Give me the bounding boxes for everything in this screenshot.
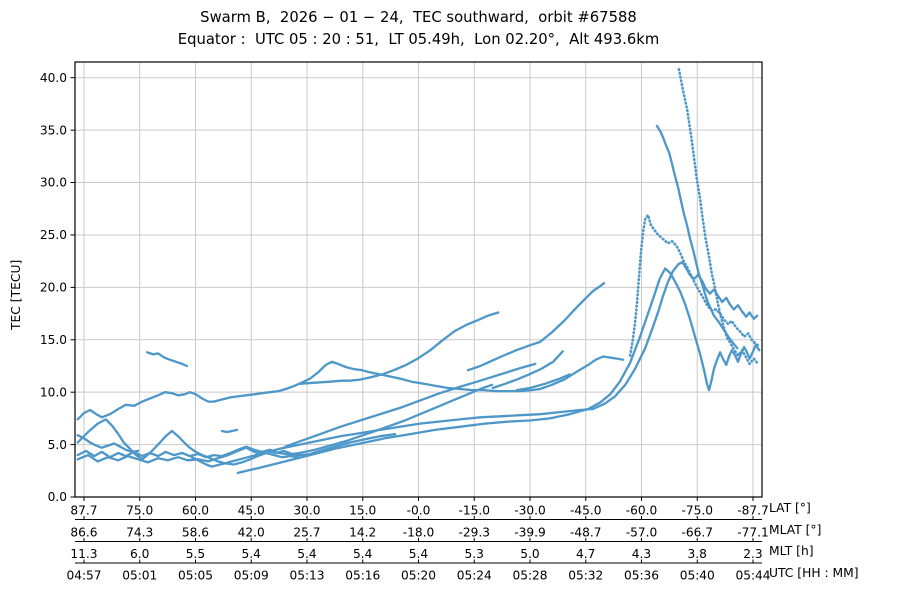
data-series xyxy=(76,68,761,475)
x-tick-label: -29.3 xyxy=(458,526,490,540)
y-tick-label: 5.0 xyxy=(48,438,67,452)
trace-bump-13 xyxy=(76,355,625,421)
x-row-label-mlt: MLT [h] xyxy=(769,544,814,558)
trace-short-6 xyxy=(220,428,239,434)
x-tick-label: 05:01 xyxy=(122,569,157,583)
x-tick-label: 86.6 xyxy=(70,526,97,540)
x-tick-label: 14.2 xyxy=(349,526,376,540)
x-tick-label: 3.8 xyxy=(688,547,707,561)
x-tick-label: 05:32 xyxy=(568,569,603,583)
x-tick-label: 5.4 xyxy=(242,547,262,561)
trace-noisy-4 xyxy=(76,434,140,454)
trace-noisy-3 xyxy=(76,418,300,466)
x-tick-label: -87.7 xyxy=(737,504,769,518)
x-tick-label: 45.0 xyxy=(238,504,265,518)
x-row-label-utc: UTC [HH : MM] xyxy=(769,566,859,580)
x-tick-label: -45.0 xyxy=(570,504,602,518)
x-tick-label: 42.0 xyxy=(238,526,265,540)
y-tick-label: 30.0 xyxy=(40,176,67,190)
x-tick-label: 05:40 xyxy=(680,569,715,583)
y-axis-label: TEC [TECU] xyxy=(9,259,23,330)
x-tick-label: -57.0 xyxy=(626,526,658,540)
trace-peak-35 xyxy=(655,124,739,350)
x-tick-label: 87.7 xyxy=(70,504,97,518)
x-tick-row-2: 11.3 6.0 5.5 5.4 5.4 5.4 5.4 5.3 5.0 4.7 4.3 3.8 2.3 xyxy=(70,547,762,561)
grid-lines xyxy=(75,62,762,497)
x-row-label-mlat: MLAT [°] xyxy=(769,523,822,537)
x-tick-label: 5.0 xyxy=(520,547,539,561)
x-tick-label: 05:13 xyxy=(289,569,324,583)
x-tick-row-0: 87.7 75.0 60.0 45.0 30.0 15.0 -0.0 -15.0 -30.0 -4… xyxy=(70,504,768,518)
x-tick-label: 60.0 xyxy=(182,504,209,518)
y-tick-label: 35.0 xyxy=(40,123,67,137)
x-tick-label: 05:20 xyxy=(401,569,436,583)
chart-title: Swarm B, 2026 − 01 − 24, TEC southward, … xyxy=(200,9,637,26)
x-tick-label: -18.0 xyxy=(403,526,435,540)
trace-short-rise-a xyxy=(491,350,564,390)
x-tick-label: 75.0 xyxy=(126,504,153,518)
trace-short-rise-b xyxy=(515,373,571,392)
trace-mid-riser xyxy=(284,362,537,448)
trace-noisy-1 xyxy=(76,432,397,459)
y-tick-label: 20.0 xyxy=(40,281,67,295)
x-tick-label: 2.3 xyxy=(743,547,762,561)
x-row-label-lat: LAT [°] xyxy=(769,501,811,515)
x-tick-label: 4.3 xyxy=(632,547,651,561)
x-tick-label: 05:05 xyxy=(178,569,213,583)
x-tick-label: 25.7 xyxy=(293,526,320,540)
x-tick-label: 05:28 xyxy=(512,569,547,583)
trace-spike-27 xyxy=(628,213,761,357)
x-tick-label: 5.4 xyxy=(297,547,317,561)
x-tick-label: 6.0 xyxy=(130,547,149,561)
y-tick-label: 10.0 xyxy=(40,385,67,399)
x-tick-label: 5.4 xyxy=(409,547,429,561)
x-tick-label: 05:24 xyxy=(457,569,492,583)
x-tick-row-3: 04:57 05:01 05:05 05:09 05:13 05:16 05:20 05:24… xyxy=(66,569,770,583)
y-tick-label: 0.0 xyxy=(48,490,67,504)
tick-marks xyxy=(70,77,754,563)
x-tick-label: 5.3 xyxy=(465,547,484,561)
y-tick-label: 40.0 xyxy=(40,71,67,85)
x-tick-label: 58.6 xyxy=(182,526,209,540)
x-tick-label: 11.3 xyxy=(70,547,97,561)
x-tick-label: -0.0 xyxy=(407,504,431,518)
x-tick-row-1: 86.6 74.3 58.6 42.0 25.7 14.2 -18.0 -29.3 -39.9 -… xyxy=(70,526,768,540)
x-tick-label: 04:57 xyxy=(66,569,101,583)
x-tick-label: 30.0 xyxy=(293,504,320,518)
x-tick-label: 05:09 xyxy=(234,569,269,583)
x-tick-label: 05:44 xyxy=(735,569,770,583)
x-tick-label: -60.0 xyxy=(626,504,658,518)
x-tick-label: -66.7 xyxy=(681,526,713,540)
trace-rise-17 xyxy=(298,311,500,385)
x-tick-label: 5.5 xyxy=(186,547,205,561)
trace-spike-41 xyxy=(677,68,760,366)
x-tick-label: -30.0 xyxy=(514,504,546,518)
x-tick-label: 5.4 xyxy=(353,547,373,561)
trace-topleft-segment xyxy=(145,351,189,368)
x-tick-label: -48.7 xyxy=(570,526,602,540)
trace-noisy-2 xyxy=(76,383,494,464)
trace-long-low-b xyxy=(236,267,761,475)
x-tick-label: 05:36 xyxy=(624,569,659,583)
y-tick-label: 25.0 xyxy=(40,228,67,242)
trace-rise-20 xyxy=(466,282,606,372)
trace-long-low-a xyxy=(190,261,759,468)
x-tick-label: 74.3 xyxy=(126,526,153,540)
x-tick-label: 15.0 xyxy=(349,504,376,518)
x-tick-label: -39.9 xyxy=(514,526,546,540)
chart-subtitle: Equator : UTC 05 : 20 : 51, LT 05.49h, L… xyxy=(177,31,660,48)
x-tick-label: 4.7 xyxy=(576,547,595,561)
x-tick-label: 05:16 xyxy=(345,569,380,583)
x-tick-label: -15.0 xyxy=(458,504,490,518)
y-tick-label: 15.0 xyxy=(40,333,67,347)
x-tick-label: -77.1 xyxy=(737,526,769,540)
x-tick-label: -75.0 xyxy=(681,504,713,518)
y-tick-labels: 0.0 5.0 10.0 15.0 20.0 25.0 30.0 35.0 40.0 xyxy=(40,71,67,504)
